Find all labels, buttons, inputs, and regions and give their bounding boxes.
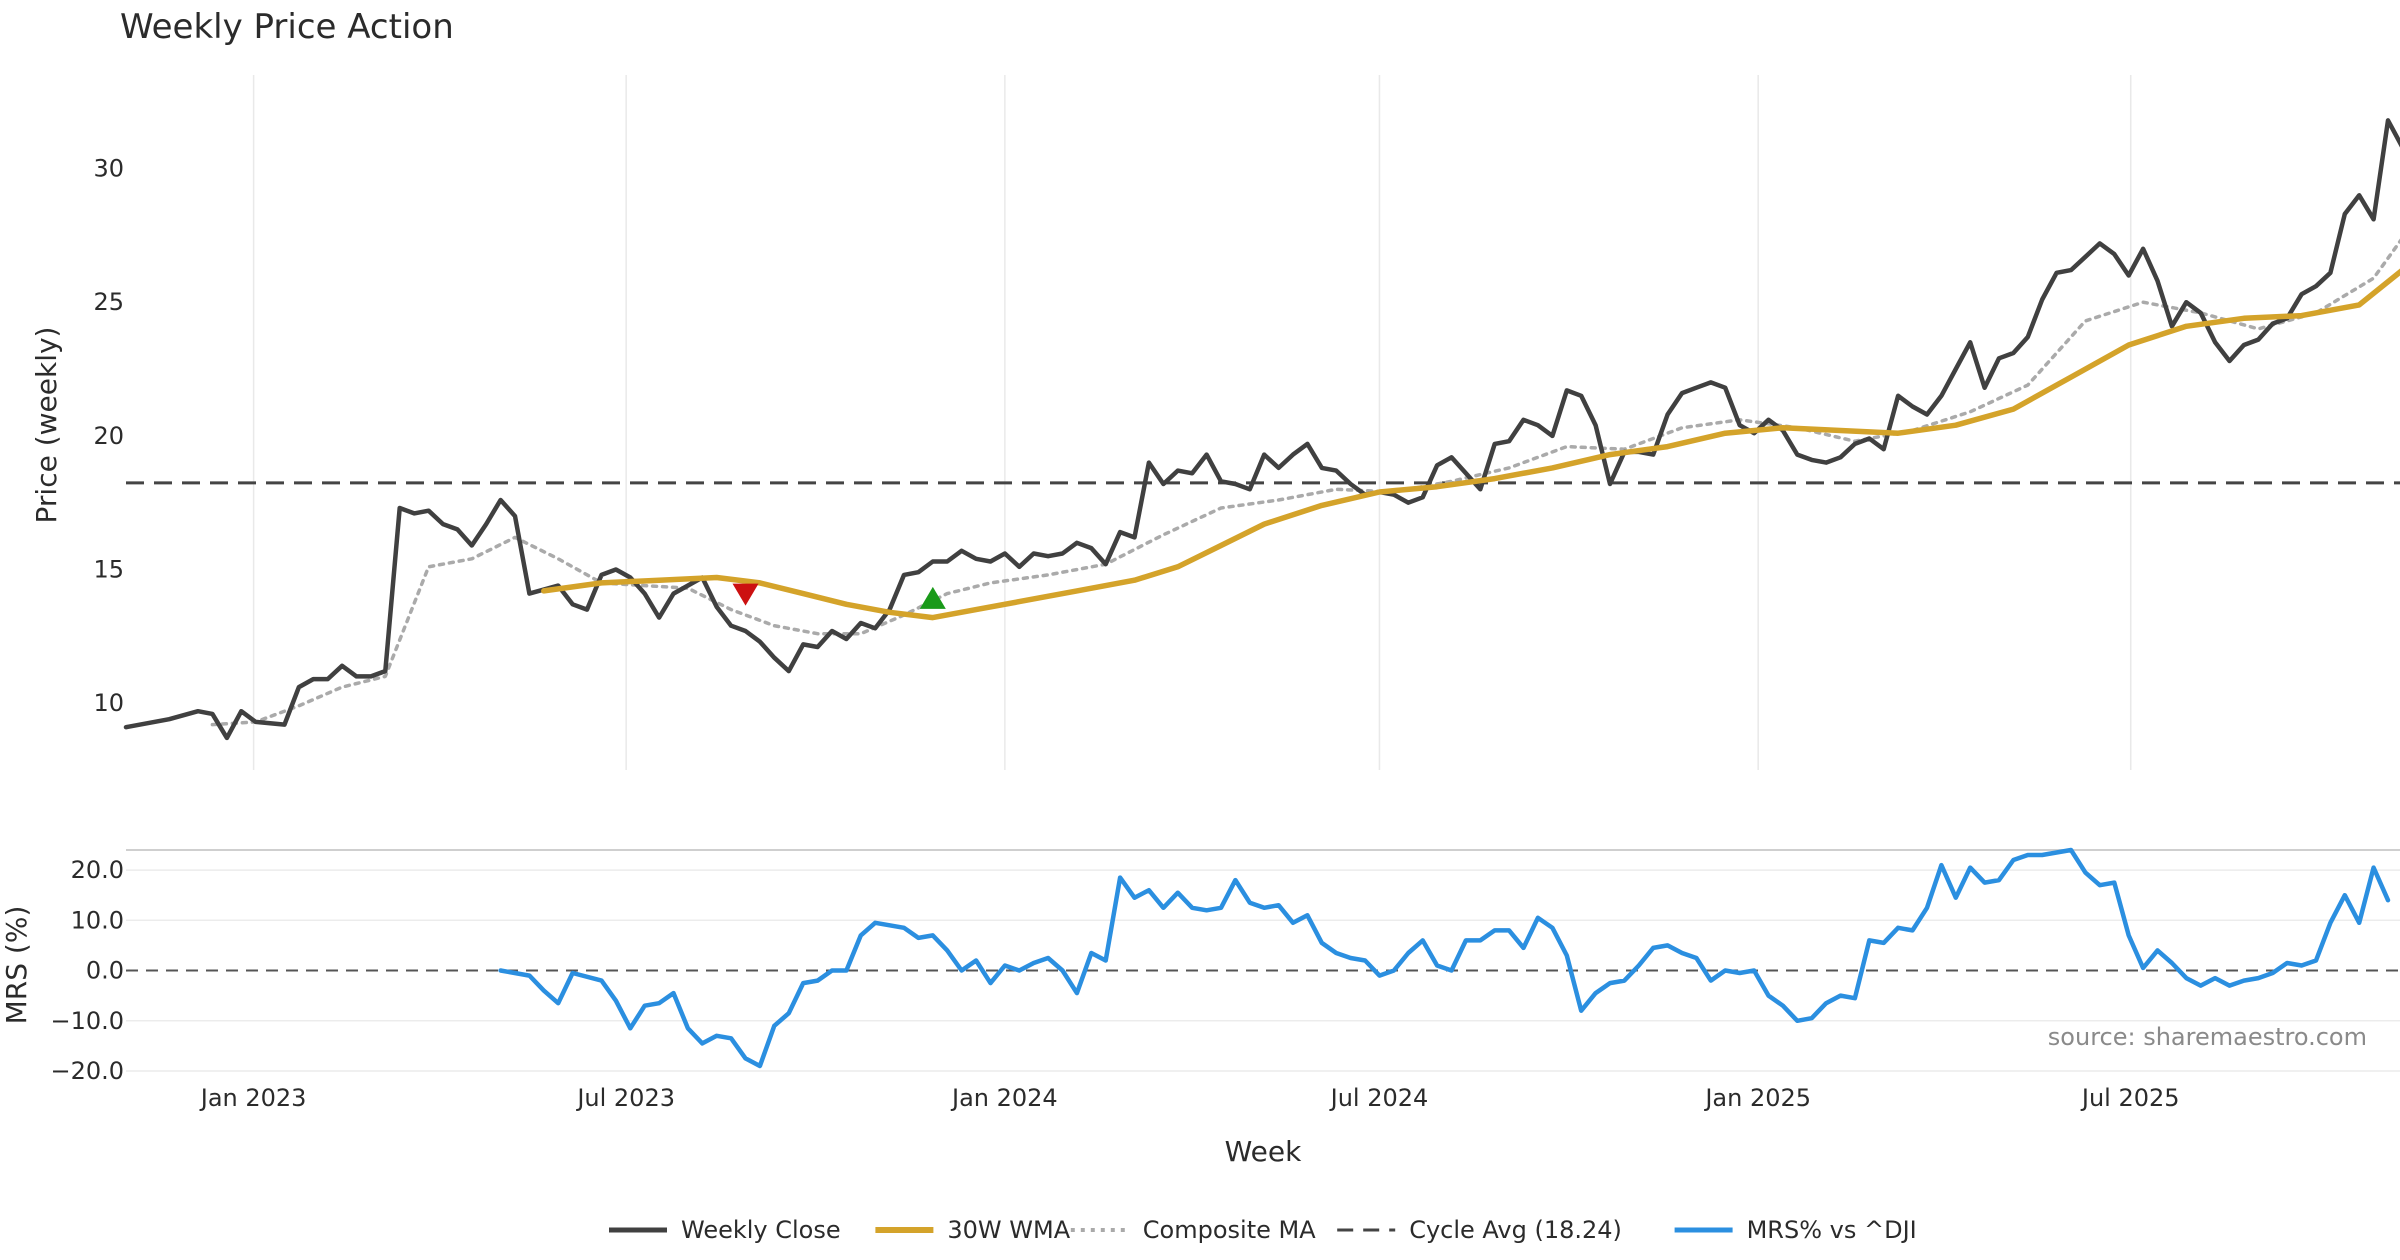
x-axis-title: Week — [1225, 1135, 1302, 1168]
reference-lines — [126, 481, 2400, 972]
price-y-tick-label: 30 — [93, 155, 124, 183]
x-tick-label: Jan 2024 — [950, 1084, 1058, 1112]
x-tick-label: Jul 2023 — [575, 1084, 675, 1112]
x-tick-label: Jan 2023 — [199, 1084, 307, 1112]
legend-label-mrs: MRS% vs ^DJI — [1747, 1216, 1917, 1244]
mrs-y-tick-label: −20.0 — [50, 1057, 124, 1085]
price-y-tick-label: 25 — [93, 288, 124, 316]
grid-layer — [126, 75, 2400, 1072]
weekly-close-line — [123, 118, 2400, 741]
price-y-tick-label: 10 — [93, 689, 124, 717]
mrs-line — [498, 847, 2391, 1069]
legend: Weekly Close 30W WMA Composite MA Cycle Avg… — [609, 1216, 1917, 1244]
price-y-tick-label: 15 — [93, 556, 124, 584]
mrs-y-tick-label: −10.0 — [50, 1007, 124, 1035]
tick-labels: Jan 2023 Jul 2023 Jan 2024 Jul 2024 Jan 2025… — [50, 155, 2179, 1112]
x-tick-label: Jan 2025 — [1703, 1084, 1811, 1112]
buy-signal-marker — [919, 586, 946, 609]
legend-label-wma: 30W WMA — [947, 1216, 1070, 1244]
mrs-y-tick-label: 10.0 — [71, 906, 124, 934]
price-y-tick-label: 20 — [93, 422, 124, 450]
x-tick-label: Jul 2024 — [1329, 1084, 1429, 1112]
legend-label-close: Weekly Close — [681, 1216, 841, 1244]
mrs-y-tick-label: 0.0 — [86, 957, 124, 985]
legend-label-cycle: Cycle Avg (18.24) — [1409, 1216, 1622, 1244]
mrs-y-tick-label: 20.0 — [71, 856, 124, 884]
wma-30w-line — [541, 268, 2400, 621]
price-axis-title: Price (weekly) — [30, 327, 63, 524]
series-layer — [123, 118, 2400, 1069]
chart-title: Weekly Price Action — [120, 7, 454, 47]
composite-ma-line — [210, 238, 2400, 727]
source-note: source: sharemaestro.com — [2048, 1023, 2367, 1051]
legend-label-composite: Composite MA — [1143, 1216, 1316, 1244]
mrs-axis-title: MRS (%) — [0, 906, 33, 1025]
sell-signal-marker — [732, 583, 759, 606]
signal-markers — [732, 583, 946, 609]
x-tick-label: Jul 2025 — [2080, 1084, 2180, 1112]
